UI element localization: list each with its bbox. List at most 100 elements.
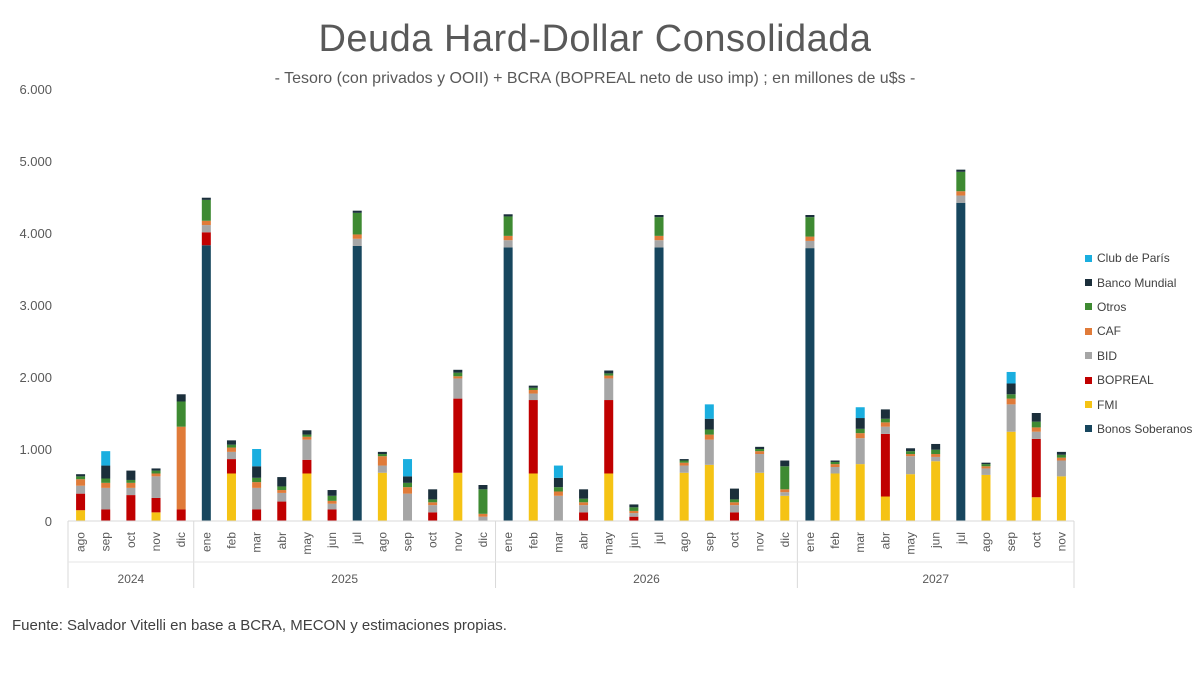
bar-segment <box>352 234 362 239</box>
bar-segment <box>553 495 563 521</box>
x-tick-label: nov <box>149 532 163 551</box>
bar-segment <box>855 418 865 429</box>
bar-segment <box>126 487 136 496</box>
bar-segment <box>151 512 161 521</box>
bar-segment <box>553 487 563 492</box>
x-tick-label: jun <box>627 532 641 549</box>
bar-segment <box>679 462 689 466</box>
bar-segment <box>880 418 890 423</box>
bar-segment <box>478 485 488 490</box>
legend-item: Bonos Soberanos <box>1085 417 1192 441</box>
bar-segment <box>1006 383 1016 395</box>
x-tick-label: ene <box>501 532 515 552</box>
bar-segment <box>101 482 111 488</box>
bar-segment <box>1031 431 1041 439</box>
bar-segment <box>226 444 236 448</box>
bar-segment <box>201 225 211 233</box>
bar-segment <box>403 482 413 488</box>
bar-segment <box>528 393 538 401</box>
legend-label: BID <box>1097 348 1118 363</box>
bar-segment <box>629 507 639 511</box>
x-tick-label: feb <box>224 532 238 549</box>
bar-segment <box>1056 451 1066 455</box>
bar-segment <box>151 470 161 474</box>
bar-segment <box>981 464 991 467</box>
bar-segment <box>780 495 790 521</box>
legend-swatch <box>1085 352 1092 360</box>
bar-segment <box>151 473 161 477</box>
bar-segment <box>855 428 865 434</box>
bar-segment <box>981 474 991 521</box>
x-tick-label: sep <box>99 532 113 552</box>
year-group-label: 2025 <box>331 572 358 586</box>
bar-segment <box>101 465 111 479</box>
bar-segment <box>126 482 136 488</box>
bar-segment <box>906 451 916 455</box>
legend-swatch <box>1085 254 1092 262</box>
x-tick-label: mar <box>853 532 867 553</box>
bar-segment <box>352 212 362 235</box>
x-tick-label: oct <box>124 531 138 548</box>
x-tick-label: mar <box>551 532 565 553</box>
legend-swatch <box>1085 279 1092 287</box>
bar-segment <box>679 459 689 461</box>
bar-segment <box>553 491 563 496</box>
x-tick-label: mar <box>250 532 264 553</box>
bar-segment <box>604 370 614 374</box>
legend-label: Banco Mundial <box>1097 275 1177 290</box>
bar-segment <box>755 454 765 473</box>
bar-segment <box>252 487 262 510</box>
bar-segment <box>604 375 614 379</box>
bar-segment <box>403 459 413 477</box>
bar-segment <box>579 512 589 521</box>
bar-segment <box>76 474 86 477</box>
bar-segment <box>654 240 664 248</box>
x-tick-label: jul <box>350 532 364 545</box>
bar-segment <box>579 498 589 503</box>
bar-segment <box>1056 460 1066 477</box>
bar-segment <box>1031 421 1041 428</box>
bar-segment <box>352 238 362 246</box>
bar-segment <box>478 513 488 517</box>
x-tick-label: dic <box>778 532 792 547</box>
bar-segment <box>1031 413 1041 422</box>
bar-segment <box>76 510 86 521</box>
legend-label: Bonos Soberanos <box>1097 421 1193 436</box>
bar-segment <box>528 400 538 474</box>
legend: Club de París Banco Mundial Otros CAF BID BOP… <box>1085 246 1192 441</box>
legend-label: CAF <box>1097 324 1121 339</box>
x-tick-label: abr <box>878 532 892 549</box>
bar-segment <box>654 215 664 218</box>
bar-segment <box>76 485 86 494</box>
bar-segment <box>780 460 790 467</box>
bar-segment <box>880 422 890 427</box>
x-tick-label: feb <box>828 532 842 549</box>
bar-segment <box>855 433 865 439</box>
bar-segment <box>327 495 337 501</box>
bar-segment <box>981 468 991 475</box>
bar-segment <box>377 454 387 457</box>
bar-segment <box>604 400 614 474</box>
bar-segment <box>277 492 287 502</box>
bar-segment <box>201 199 211 221</box>
bar-segment <box>805 215 815 218</box>
x-tick-label: sep <box>1004 532 1018 552</box>
x-tick-label: feb <box>526 532 540 549</box>
bar-segment <box>906 456 916 475</box>
x-tick-label: oct <box>1029 531 1043 548</box>
bar-segment <box>252 466 262 478</box>
bar-segment <box>377 472 387 521</box>
bar-segment <box>931 443 941 450</box>
x-tick-label: ago <box>979 532 993 552</box>
y-tick-label: 5.000 <box>19 154 52 169</box>
bar-segment <box>956 171 966 192</box>
bar-segment <box>453 398 463 473</box>
legend-swatch <box>1085 425 1092 433</box>
bar-segment <box>302 436 312 440</box>
bar-segment <box>553 465 563 478</box>
bar-segment <box>101 478 111 483</box>
bar-segment <box>76 479 86 486</box>
bar-segment <box>805 248 815 521</box>
bar-segment <box>126 470 136 480</box>
bar-segment <box>729 502 739 506</box>
